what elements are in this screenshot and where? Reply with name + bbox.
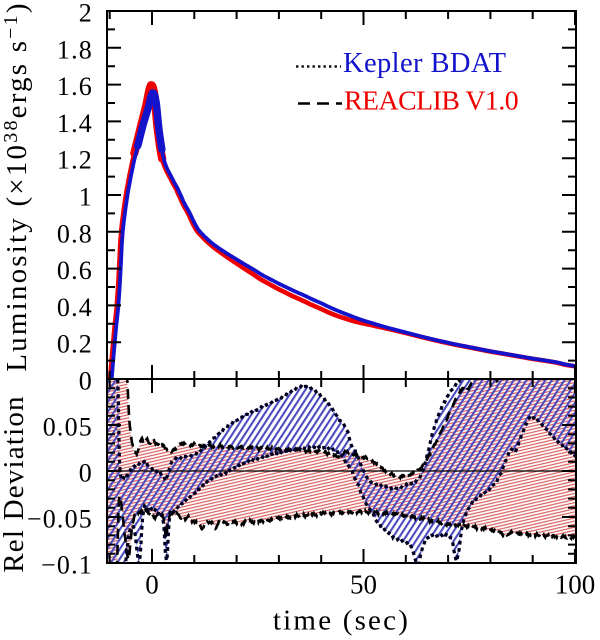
svg-text:1: 1 <box>79 183 93 212</box>
svg-text:1.4: 1.4 <box>57 109 93 138</box>
svg-text:2: 2 <box>79 0 93 28</box>
svg-text:0: 0 <box>79 459 93 488</box>
svg-text:Rel Deviation: Rel Deviation <box>0 395 30 572</box>
svg-text:−0.1: −0.1 <box>41 551 93 580</box>
svg-text:1.6: 1.6 <box>57 72 93 101</box>
svg-text:100: 100 <box>555 570 596 600</box>
svg-text:Kepler BDAT: Kepler BDAT <box>343 48 507 79</box>
svg-text:0: 0 <box>145 570 159 600</box>
svg-text:0.05: 0.05 <box>43 413 93 442</box>
svg-text:1.2: 1.2 <box>57 146 93 175</box>
svg-text:0.4: 0.4 <box>57 293 93 322</box>
svg-text:time (sec): time (sec) <box>273 605 410 637</box>
svg-text:REACLIB V1.0: REACLIB V1.0 <box>344 86 518 117</box>
svg-text:0.2: 0.2 <box>57 330 93 359</box>
svg-text:0.8: 0.8 <box>57 219 93 248</box>
svg-text:50: 50 <box>350 570 377 600</box>
svg-text:0.6: 0.6 <box>57 256 93 285</box>
svg-text:0: 0 <box>79 367 93 396</box>
svg-text:1.8: 1.8 <box>57 35 93 64</box>
svg-text:−0.05: −0.05 <box>27 505 93 534</box>
svg-text:Luminosity (×1038ergs s−1): Luminosity (×1038ergs s−1) <box>0 1 33 371</box>
